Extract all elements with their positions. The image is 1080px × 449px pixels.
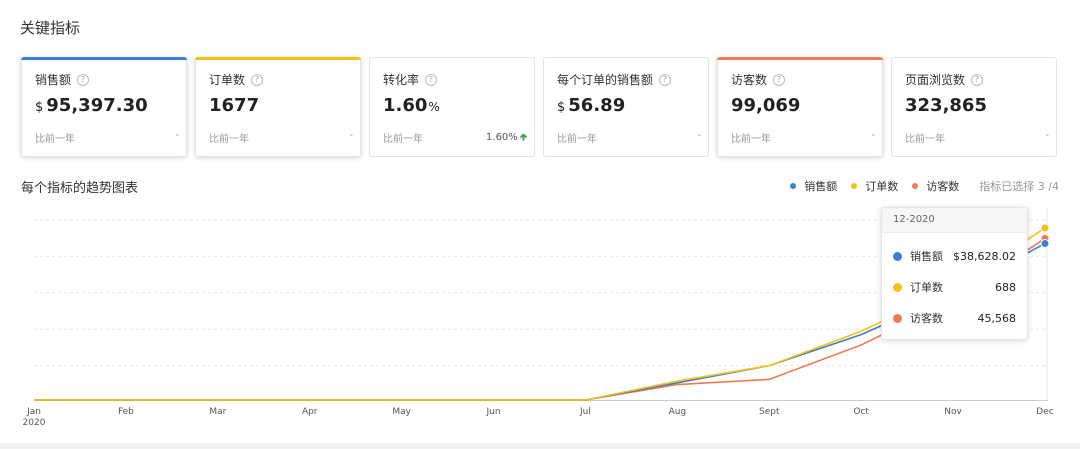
- x-tick-label: Mar: [209, 407, 226, 417]
- card-value: $56.89: [557, 95, 626, 116]
- x-tick-label: Oct: [853, 407, 869, 417]
- x-tick-label: Jun: [486, 407, 501, 417]
- card-compare-label: 比前一年: [557, 134, 597, 145]
- section-title: 关键指标: [20, 19, 81, 37]
- chart-title: 每个指标的趋势图表: [21, 181, 139, 196]
- tooltip-row-orders: 订单数 688: [893, 279, 1016, 295]
- legend-item-orders[interactable]: 订单数: [851, 178, 898, 194]
- card-value: 1.60%: [383, 95, 440, 116]
- card-sales[interactable]: 销售额 ? $95,397.30 比前一年 -: [21, 57, 187, 157]
- card-label: 订单数 ?: [209, 71, 264, 88]
- chart-tooltip: 12-2020 销售额 $38,628.02 订单数 688 访客数 45,56…: [881, 207, 1028, 340]
- question-circle-icon[interactable]: ?: [251, 73, 264, 86]
- card-label: 转化率 ?: [383, 71, 438, 88]
- card-label: 页面浏览数 ?: [905, 71, 984, 88]
- tooltip-dot: [893, 313, 902, 323]
- card-accent-bar: [717, 57, 883, 60]
- card-delta: -: [175, 130, 179, 141]
- series-line: [34, 227, 1046, 401]
- card-compare-label: 比前一年: [35, 134, 75, 145]
- card-value: $95,397.30: [35, 95, 148, 116]
- card-compare-label: 比前一年: [731, 134, 771, 145]
- question-circle-icon[interactable]: ?: [659, 73, 672, 86]
- card-conversion-rate[interactable]: 转化率 ? 1.60% 比前一年 1.60% 🢁: [369, 57, 535, 157]
- series-point[interactable]: [1040, 238, 1050, 248]
- card-delta: -: [697, 130, 701, 141]
- card-accent-bar: [21, 57, 187, 60]
- arrow-up-icon: 🢁: [519, 132, 527, 143]
- legend-item-visitors[interactable]: 访客数: [912, 178, 959, 194]
- legend-dot: [851, 183, 858, 189]
- card-delta: -: [1045, 130, 1049, 141]
- question-circle-icon[interactable]: ?: [77, 73, 90, 86]
- card-value: 323,865: [905, 95, 987, 116]
- bottom-divider: [0, 443, 1080, 449]
- x-tick-label: May: [392, 407, 411, 417]
- legend-item-sales[interactable]: 销售额: [790, 178, 837, 194]
- card-delta: -: [871, 130, 875, 141]
- card-delta: -: [349, 130, 353, 141]
- question-circle-icon[interactable]: ?: [425, 73, 438, 86]
- x-tick-label: Feb: [118, 407, 134, 417]
- legend-dot: [790, 183, 797, 189]
- x-tick-label: Sept: [759, 407, 780, 417]
- tooltip-row-sales: 销售额 $38,628.02: [893, 248, 1016, 264]
- question-circle-icon[interactable]: ?: [971, 73, 984, 86]
- card-compare-label: 比前一年: [209, 134, 249, 145]
- x-year-label: 2020: [23, 418, 46, 428]
- tooltip-title: 12-2020: [882, 208, 1027, 233]
- metric-cards: 销售额 ? $95,397.30 比前一年 - 订单数 ? 1677 比前一年 …: [21, 57, 1061, 157]
- x-tick-label: Jan: [26, 407, 41, 417]
- x-tick-label: Dec: [1036, 407, 1053, 417]
- card-value: 99,069: [731, 95, 801, 116]
- card-label: 销售额 ?: [35, 71, 90, 88]
- card-label: 访客数 ?: [731, 71, 786, 88]
- card-sales-per-order[interactable]: 每个订单的销售额 ? $56.89 比前一年 -: [543, 57, 709, 157]
- card-page-views[interactable]: 页面浏览数 ? 323,865 比前一年 -: [891, 57, 1057, 157]
- tooltip-dot: [893, 251, 902, 261]
- x-tick-label: Nov: [944, 407, 962, 417]
- selected-metrics-count[interactable]: 指标已选择 3 /4: [979, 180, 1059, 193]
- card-compare-label: 比前一年: [905, 134, 945, 145]
- chart-legend: 销售额 订单数 访客数 指标已选择 3 /4: [776, 178, 1059, 194]
- card-delta: 1.60% 🢁: [486, 132, 527, 143]
- card-value: 1677: [209, 95, 260, 116]
- card-label: 每个订单的销售额 ?: [557, 71, 672, 88]
- series-point[interactable]: [1040, 223, 1050, 233]
- card-accent-bar: [195, 57, 361, 60]
- tooltip-row-visitors: 访客数 45,568: [893, 310, 1016, 326]
- card-compare-label: 比前一年: [383, 134, 423, 145]
- card-visitors[interactable]: 访客数 ? 99,069 比前一年 -: [717, 57, 883, 157]
- x-tick-label: Aug: [669, 407, 687, 417]
- question-circle-icon[interactable]: ?: [773, 73, 786, 86]
- tooltip-dot: [893, 282, 902, 292]
- card-orders[interactable]: 订单数 ? 1677 比前一年 -: [195, 57, 361, 157]
- trend-line-chart[interactable]: Jan Feb Mar Apr May Jun Jul Aug Sept Oct Nov Dec 202…: [0, 200, 1080, 435]
- x-tick-label: Apr: [302, 407, 318, 417]
- legend-dot: [912, 183, 919, 189]
- x-tick-label: Jul: [579, 407, 591, 417]
